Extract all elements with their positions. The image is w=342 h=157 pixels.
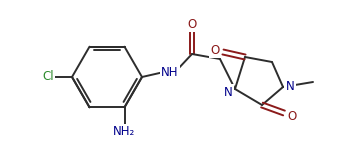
Text: NH: NH	[161, 65, 179, 78]
Text: N: N	[224, 86, 232, 98]
Text: NH₂: NH₂	[114, 125, 136, 138]
Text: Cl: Cl	[42, 70, 54, 84]
Text: O: O	[210, 43, 220, 57]
Text: O: O	[187, 17, 197, 30]
Text: O: O	[287, 111, 297, 124]
Text: N: N	[286, 81, 294, 94]
